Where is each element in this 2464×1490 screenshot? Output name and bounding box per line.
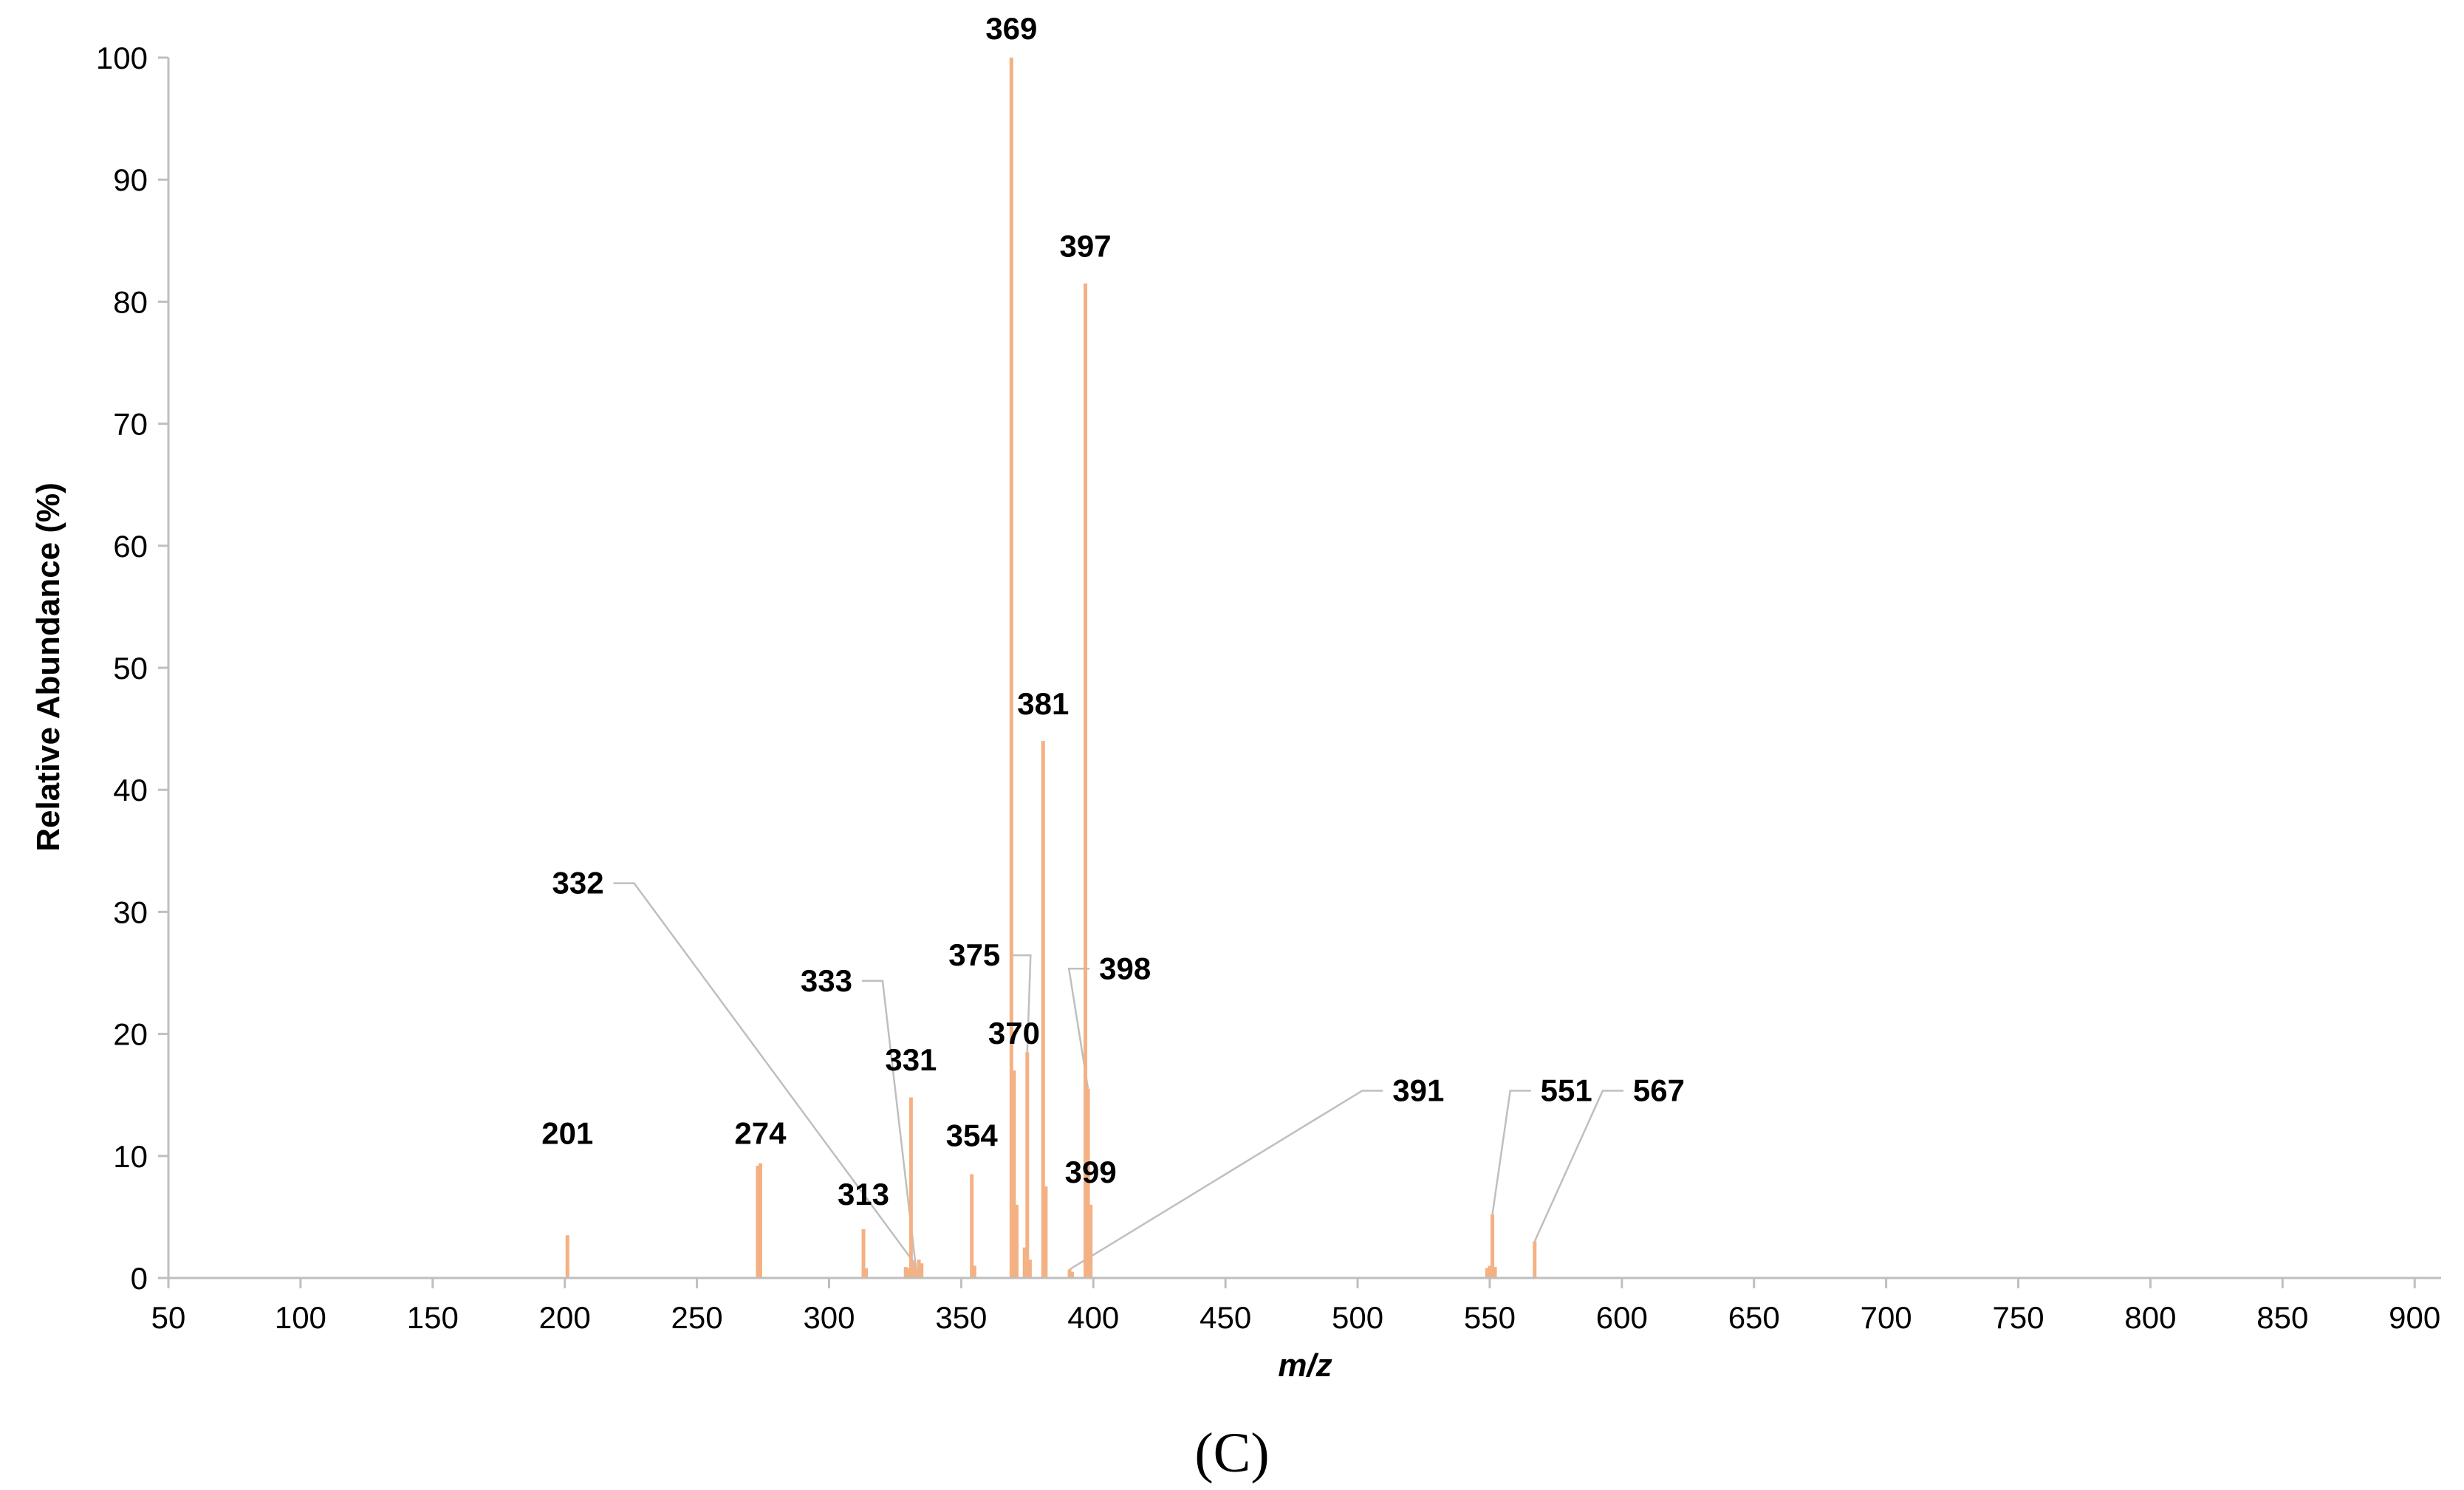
peak-label: 370 bbox=[988, 1016, 1040, 1050]
y-tick-label: 10 bbox=[113, 1139, 148, 1174]
x-tick-label: 350 bbox=[935, 1300, 987, 1335]
leader-line bbox=[1533, 1090, 1623, 1242]
x-tick-label: 50 bbox=[151, 1300, 186, 1335]
x-tick-label: 600 bbox=[1596, 1300, 1648, 1335]
leader-line bbox=[613, 882, 914, 1263]
x-tick-label: 150 bbox=[407, 1300, 459, 1335]
peak-bar bbox=[758, 1163, 762, 1278]
peak-label: 313 bbox=[838, 1177, 889, 1212]
x-tick-label: 650 bbox=[1728, 1300, 1780, 1335]
x-tick-label: 850 bbox=[2256, 1300, 2308, 1335]
peak-label: 391 bbox=[1392, 1073, 1444, 1107]
y-tick-label: 30 bbox=[113, 895, 148, 929]
peak-bar bbox=[1067, 1269, 1072, 1278]
peak-bar bbox=[1491, 1214, 1495, 1278]
peak-bar bbox=[756, 1166, 760, 1278]
peak-bar bbox=[906, 1268, 911, 1278]
y-tick-label: 50 bbox=[113, 651, 148, 686]
peak-bar bbox=[1070, 1271, 1075, 1278]
x-tick-label: 900 bbox=[2389, 1300, 2440, 1335]
peak-label: 381 bbox=[1017, 686, 1069, 721]
peak-bar bbox=[917, 1260, 921, 1278]
peak-bar bbox=[1493, 1267, 1497, 1278]
y-tick-label: 70 bbox=[113, 407, 148, 442]
x-tick-label: 550 bbox=[1464, 1300, 1516, 1335]
peak-label: 274 bbox=[734, 1115, 787, 1150]
peak-label: 567 bbox=[1633, 1073, 1685, 1107]
peak-bar bbox=[1488, 1265, 1492, 1278]
peak-labels: 201 274 313 331 332 333 354 369 370 375 381 391 397 3… bbox=[541, 11, 1685, 1212]
peak-bar bbox=[972, 1265, 976, 1278]
peak-bar bbox=[1015, 1204, 1019, 1278]
peak-bar bbox=[864, 1268, 869, 1278]
peak-label: 201 bbox=[541, 1115, 593, 1150]
peak-bar bbox=[920, 1263, 924, 1278]
x-tick-label: 250 bbox=[671, 1300, 723, 1335]
peak-bar bbox=[1533, 1241, 1537, 1278]
peak-bar bbox=[911, 1262, 916, 1278]
leader-line bbox=[1491, 1090, 1531, 1215]
peak-bar bbox=[1485, 1268, 1489, 1278]
x-tick-label: 300 bbox=[803, 1300, 855, 1335]
y-tick-label: 80 bbox=[113, 284, 148, 319]
leader-lines bbox=[613, 882, 1623, 1271]
peak-bar bbox=[1012, 1070, 1016, 1278]
leader-line bbox=[1067, 968, 1090, 1090]
peak-bar bbox=[1009, 58, 1013, 1278]
peak-label: 331 bbox=[885, 1042, 937, 1077]
x-tick-label: 100 bbox=[275, 1300, 326, 1335]
peak-label: 397 bbox=[1059, 228, 1111, 263]
y-tick-label: 60 bbox=[113, 529, 148, 564]
peak-bar bbox=[1022, 1247, 1027, 1278]
y-tick-label: 100 bbox=[96, 41, 148, 75]
x-tick-label: 450 bbox=[1200, 1300, 1251, 1335]
peak-bar bbox=[914, 1271, 919, 1278]
spectrum-peaks bbox=[565, 58, 1537, 1278]
x-tick-label: 200 bbox=[539, 1300, 591, 1335]
peak-bar bbox=[1086, 1088, 1090, 1278]
peak-bar bbox=[1084, 283, 1088, 1278]
x-tick-label: 700 bbox=[1861, 1300, 1912, 1335]
y-axis-title: Relative Abundance (%) bbox=[30, 482, 66, 852]
x-tick-label: 800 bbox=[2124, 1300, 2176, 1335]
peak-bar bbox=[970, 1174, 974, 1278]
x-axis-title: m/z bbox=[1278, 1347, 1332, 1384]
panel-label: (C) bbox=[1194, 1422, 1269, 1484]
peak-bar bbox=[903, 1267, 908, 1278]
y-tick-label: 20 bbox=[113, 1017, 148, 1052]
y-tick-label: 90 bbox=[113, 163, 148, 197]
peak-label: 332 bbox=[552, 866, 604, 901]
peak-bar bbox=[1044, 1186, 1048, 1278]
peak-bar bbox=[1025, 1052, 1030, 1278]
x-tick-label: 500 bbox=[1332, 1300, 1383, 1335]
leader-line bbox=[1069, 1090, 1383, 1271]
peak-label: 333 bbox=[801, 963, 852, 998]
peak-label: 399 bbox=[1065, 1155, 1117, 1189]
x-tick-label: 400 bbox=[1067, 1300, 1119, 1335]
peak-bar bbox=[565, 1235, 569, 1278]
peak-bar bbox=[1041, 741, 1045, 1278]
y-tick-label: 0 bbox=[131, 1261, 148, 1296]
peak-label: 551 bbox=[1541, 1073, 1592, 1107]
peak-bar bbox=[861, 1228, 866, 1278]
peak-label: 369 bbox=[985, 11, 1037, 46]
leader-line bbox=[861, 980, 917, 1271]
axes bbox=[167, 58, 2441, 1279]
peak-label: 375 bbox=[948, 937, 1000, 972]
y-tick-label: 40 bbox=[113, 773, 148, 807]
peak-bar bbox=[1089, 1204, 1093, 1278]
peak-bar bbox=[1027, 1260, 1032, 1278]
peak-label: 398 bbox=[1099, 951, 1151, 985]
peak-bar bbox=[908, 1097, 913, 1278]
x-tick-label: 750 bbox=[1992, 1300, 2044, 1335]
peak-label: 354 bbox=[946, 1118, 999, 1153]
leader-line bbox=[1010, 954, 1032, 1053]
y-axis-ticks: 0 10 20 30 40 50 60 70 80 90 100 bbox=[96, 41, 168, 1296]
x-axis-ticks: 50 100 150 200 250 300 350 400 450 500 550 600 650 70… bbox=[151, 1278, 2440, 1335]
